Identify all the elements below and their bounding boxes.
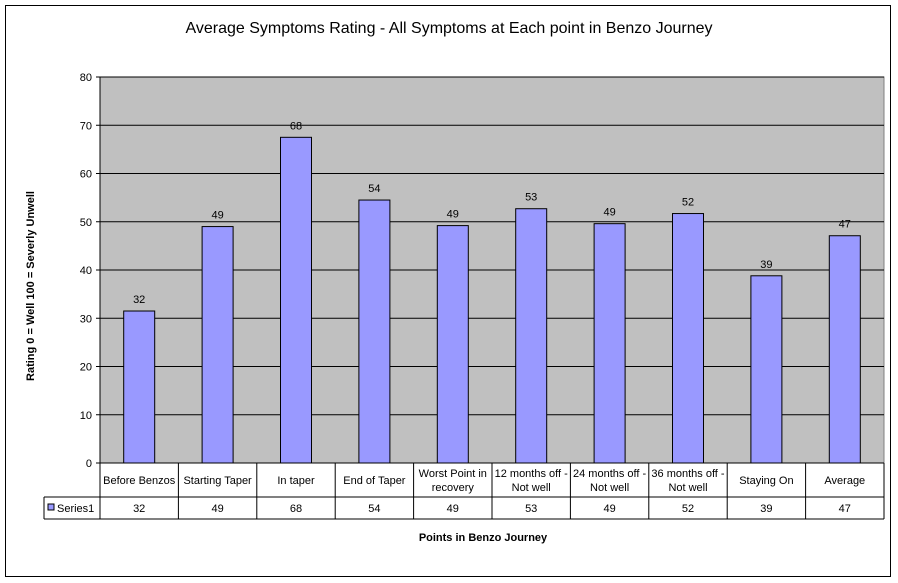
category-label: Not well bbox=[512, 482, 551, 494]
bar bbox=[123, 310, 156, 464]
data-label: 49 bbox=[447, 209, 459, 221]
category-label: End of Taper bbox=[343, 475, 406, 487]
data-label: 68 bbox=[290, 120, 302, 132]
y-axis-ticks: 0 10 20 30 40 50 60 70 80 bbox=[80, 72, 100, 470]
table-value: 53 bbox=[525, 503, 537, 515]
data-label: 47 bbox=[839, 219, 851, 231]
y-tick-label: 30 bbox=[80, 313, 92, 325]
data-label: 49 bbox=[211, 210, 223, 222]
category-label: 36 months off - bbox=[651, 468, 725, 480]
category-label: Not well bbox=[590, 482, 629, 494]
category-label: Staying On bbox=[739, 475, 793, 487]
y-tick-label: 80 bbox=[80, 72, 92, 84]
category-label: Before Benzos bbox=[103, 475, 176, 487]
y-tick-label: 60 bbox=[80, 169, 92, 181]
chart-title: Average Symptoms Rating - All Symptoms a… bbox=[185, 20, 713, 37]
bar bbox=[201, 226, 234, 464]
data-label: 49 bbox=[603, 207, 615, 219]
data-label: 54 bbox=[368, 183, 380, 195]
category-label: Average bbox=[824, 475, 865, 487]
category-label: Starting Taper bbox=[183, 475, 252, 487]
category-label: Worst Point in bbox=[419, 468, 487, 480]
table-value: 39 bbox=[760, 503, 772, 515]
table-value: 47 bbox=[839, 503, 851, 515]
data-label: 32 bbox=[133, 294, 145, 306]
category-label: In taper bbox=[277, 475, 315, 487]
bar bbox=[828, 235, 861, 464]
y-tick-label: 40 bbox=[80, 265, 92, 277]
table-value: 52 bbox=[682, 503, 694, 515]
table-value: 49 bbox=[603, 503, 615, 515]
bar bbox=[515, 208, 548, 464]
bar bbox=[280, 136, 312, 464]
bars bbox=[123, 136, 861, 464]
y-tick-label: 20 bbox=[80, 362, 92, 374]
category-label: 24 months off - bbox=[573, 468, 647, 480]
bar bbox=[672, 213, 704, 464]
table-value: 32 bbox=[133, 503, 145, 515]
y-tick-label: 70 bbox=[80, 120, 92, 132]
bar bbox=[358, 199, 391, 464]
bar bbox=[750, 275, 783, 464]
y-tick-label: 10 bbox=[80, 410, 92, 422]
legend-key bbox=[47, 503, 55, 511]
table-value: 68 bbox=[290, 503, 302, 515]
bar bbox=[593, 223, 626, 464]
data-label: 39 bbox=[760, 259, 772, 271]
x-axis-label: Points in Benzo Journey bbox=[418, 532, 548, 544]
data-table: Before Benzos 32 Starting Taper 49 In taper 6… bbox=[43, 462, 885, 520]
data-label: 53 bbox=[525, 192, 537, 204]
bar bbox=[436, 225, 469, 464]
table-value: 54 bbox=[368, 503, 380, 515]
table-value: 49 bbox=[211, 503, 223, 515]
y-tick-label: 50 bbox=[80, 217, 92, 229]
category-label: 12 months off - bbox=[495, 468, 569, 480]
legend-series-name: Series1 bbox=[57, 503, 94, 515]
category-label: Not well bbox=[668, 482, 707, 494]
data-labels: 32 49 68 54 49 53 49 52 39 47 bbox=[133, 120, 851, 306]
data-label: 52 bbox=[682, 197, 694, 209]
y-tick-label: 0 bbox=[86, 458, 92, 470]
category-label: recovery bbox=[432, 482, 475, 494]
table-value: 49 bbox=[447, 503, 459, 515]
